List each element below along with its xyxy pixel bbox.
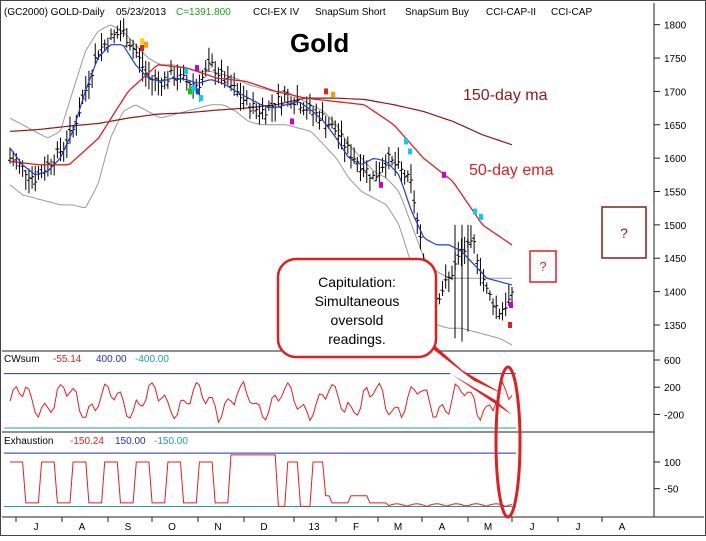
fast-ma-polyline [9, 44, 513, 286]
cwsum-y-tick-label: -200 [664, 410, 684, 421]
cwsum-polyline [9, 380, 513, 424]
x-tick-label: D [260, 522, 267, 533]
y-tick-label: 1600 [664, 154, 687, 165]
exhaustion-y-tick-label: -50 [664, 485, 679, 496]
cwsum-y-tick-label: 200 [664, 383, 681, 394]
capitulation-callout [276, 257, 438, 359]
cwsum-lower: -400.00 [135, 354, 169, 365]
exhaustion-polyline [10, 454, 513, 507]
signal-dot [509, 301, 513, 308]
signal-dot [199, 95, 203, 102]
header-close: C=1391.800 [176, 7, 231, 18]
question-box-large-text: ? [620, 225, 628, 241]
exhaustion-value: -150.24 [70, 436, 104, 447]
exhaustion-lower: -150.00 [154, 436, 188, 447]
signal-dot [188, 88, 192, 95]
x-tick-label: J [530, 522, 535, 533]
signal-dot [140, 45, 144, 52]
x-tick-label: N [214, 522, 221, 533]
y-tick-label: 1400 [664, 288, 687, 299]
signal-dot [184, 68, 188, 75]
x-tick-label: A [79, 522, 86, 533]
signal-dot [196, 88, 200, 95]
signal-dot [144, 41, 148, 48]
x-tick-label: S [125, 522, 132, 533]
header-study-1: CCI-EX IV [253, 7, 299, 18]
callout-arrow-fill [398, 343, 509, 408]
signal-dot [331, 91, 335, 98]
question-box-small-text: ? [539, 259, 546, 274]
ema50-polyline [9, 64, 513, 246]
callout-line-4: readings. [328, 331, 386, 347]
signal-dot [404, 138, 408, 145]
signal-dot [290, 118, 294, 125]
x-tick-label: M [394, 522, 402, 533]
y-tick-label: 1450 [664, 254, 687, 265]
fast-ma-line [9, 44, 513, 286]
signal-dot [195, 65, 199, 72]
header-study-3: SnapSum Buy [405, 7, 469, 18]
y-tick-label: 1350 [664, 321, 687, 332]
y-tick-label: 1800 [664, 21, 687, 32]
exhaustion-y-tick-label: 100 [664, 458, 681, 469]
x-tick-label: J [34, 522, 39, 533]
cwsum-panel: 600 200 -200 [4, 356, 684, 429]
price-y-axis: 1800 1750 1700 1650 1600 1550 1500 1450 1400 1350 [654, 21, 687, 332]
y-tick-label: 1500 [664, 221, 687, 232]
chart-title: Gold [290, 28, 349, 58]
callout-line-3: oversold [331, 312, 384, 328]
signal-dot [408, 148, 412, 155]
cwsum-value: -55.14 [53, 354, 82, 365]
question-box-small [529, 250, 557, 283]
x-tick-label: O [168, 522, 176, 533]
x-tick-label: 13 [308, 522, 320, 533]
time-x-axis: J A S O N D 13 F M A M J J A [15, 517, 626, 533]
y-tick-label: 1700 [664, 87, 687, 98]
signal-dot [473, 208, 477, 215]
header-study-2: SnapSum Short [315, 7, 386, 18]
ma150-line [9, 97, 513, 146]
cwsum-y-tick-label: 600 [664, 356, 681, 367]
exhaustion-name: Exhaustion [4, 436, 53, 447]
question-box-large [601, 206, 647, 259]
signal-dot [192, 85, 196, 92]
cwsum-upper: 400.00 [96, 354, 127, 365]
header-study-4: CCI-CAP-II [486, 7, 536, 18]
signal-dot [442, 171, 446, 178]
y-tick-label: 1650 [664, 121, 687, 132]
exhaustion-panel: 100 -50 [4, 452, 681, 507]
callout-line-2: Simultaneous [315, 293, 400, 309]
signal-dot [379, 181, 383, 188]
signal-dot [324, 88, 328, 95]
signal-markers [140, 38, 513, 328]
y-tick-label: 1750 [664, 54, 687, 65]
callout-line-1: Capitulation: [318, 274, 396, 290]
ma150-label: 150-day ma [463, 87, 548, 104]
header-study-5: CCI-CAP [551, 7, 592, 18]
exhaustion-upper: 150.00 [115, 436, 146, 447]
signal-dot [140, 38, 144, 45]
y-tick-label: 1550 [664, 188, 687, 199]
ma150-polyline [9, 97, 513, 146]
cwsum-name: CWsum [4, 354, 40, 365]
header-date: 05/23/2013 [116, 7, 166, 18]
ema50-line [9, 64, 513, 246]
signal-dot [479, 213, 483, 220]
ema50-label: 50-day ema [469, 162, 554, 179]
capitulation-ellipse [494, 365, 522, 519]
x-tick-label: A [439, 522, 446, 533]
x-tick-label: F [353, 522, 359, 533]
x-tick-label: A [619, 522, 626, 533]
x-tick-label: M [484, 522, 492, 533]
header-symbol: (GC2000) GOLD-Daily [4, 7, 105, 18]
signal-dot [508, 321, 512, 328]
x-tick-label: J [576, 522, 581, 533]
